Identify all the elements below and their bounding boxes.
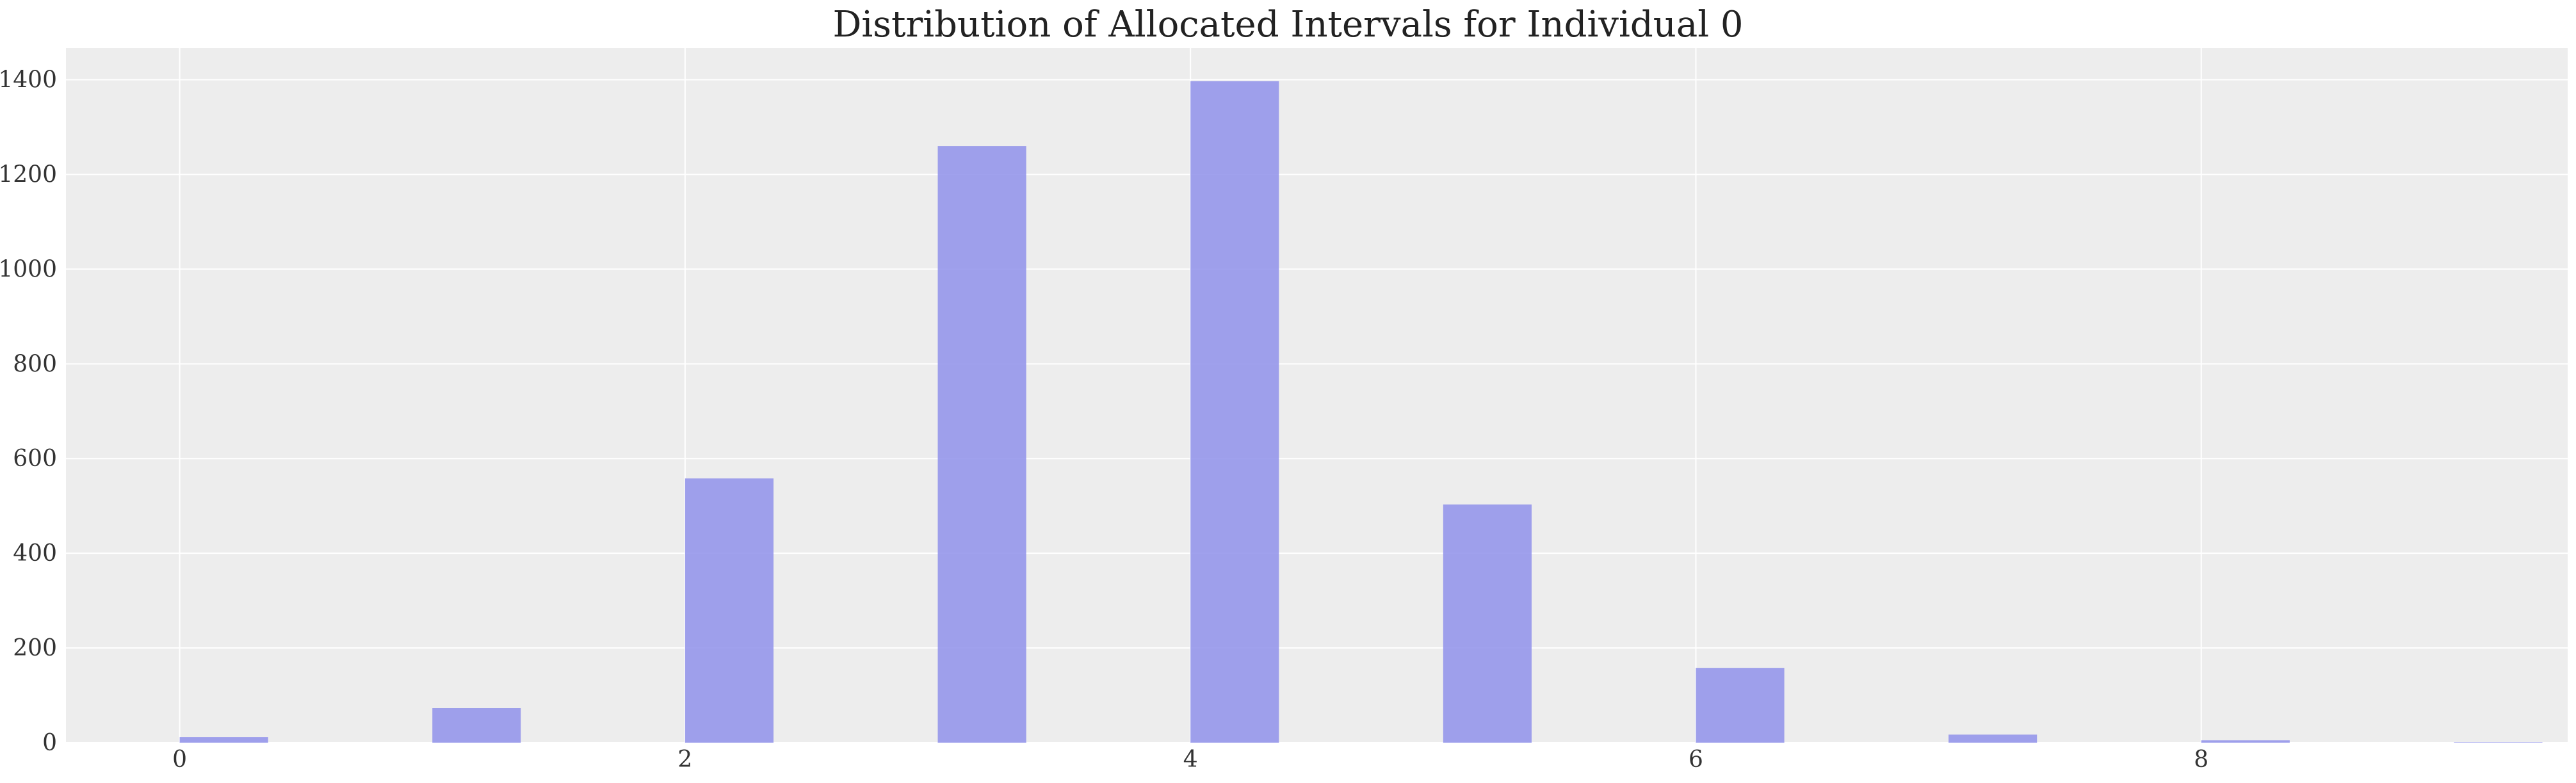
bar	[1190, 81, 1279, 743]
bar	[2201, 740, 2290, 743]
y-tick-label: 400	[13, 540, 57, 567]
x-tick-label: 8	[2194, 747, 2208, 773]
y-tick-label: 1200	[0, 161, 57, 188]
bar	[1696, 668, 1785, 743]
plot-background	[66, 48, 2568, 743]
bar	[179, 737, 268, 743]
x-tick-label: 0	[172, 747, 187, 773]
x-tick-label: 6	[1689, 747, 1703, 773]
bar	[2454, 742, 2543, 743]
y-tick-label: 1000	[0, 256, 57, 282]
bar	[432, 708, 521, 743]
chart-title: Distribution of Allocated Intervals for …	[832, 4, 1744, 45]
x-tick-label: 2	[677, 747, 692, 773]
y-tick-label: 0	[42, 730, 57, 756]
bar	[1948, 734, 2037, 743]
y-tick-label: 1400	[0, 67, 57, 93]
y-tick-label: 800	[13, 351, 57, 377]
bar	[937, 146, 1026, 743]
y-tick-label: 200	[13, 635, 57, 661]
bar	[1443, 504, 1532, 743]
x-tick-label: 4	[1183, 747, 1198, 773]
bar	[685, 478, 774, 743]
y-tick-label: 600	[13, 446, 57, 472]
